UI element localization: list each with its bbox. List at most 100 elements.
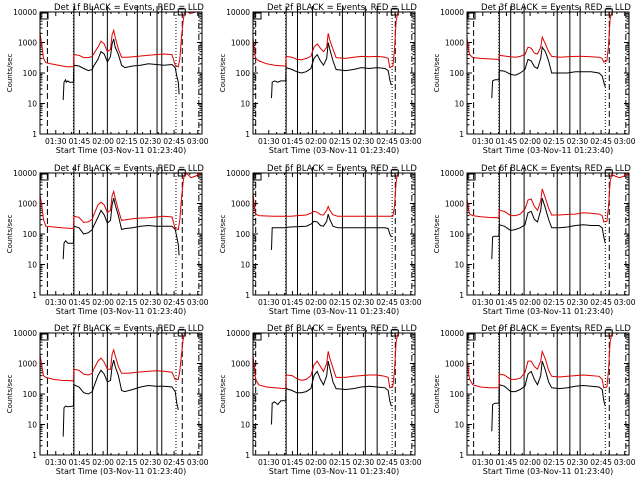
x-tick-label: 02:15 bbox=[116, 298, 138, 307]
series-lld bbox=[467, 333, 615, 389]
y-tick-label: 10 bbox=[454, 100, 464, 109]
y-tick-label: 1 bbox=[459, 291, 464, 300]
x-tick-label: 02:00 bbox=[519, 298, 541, 307]
x-tick-label: 01:30 bbox=[45, 137, 67, 146]
x-tick-label: 01:45 bbox=[496, 458, 518, 467]
detector-panel-5: Det 5f BLACK = Events, RED = LLDCounts/s… bbox=[219, 164, 422, 316]
x-axis-label: Start Time (03-Nov-11 01:23:40) bbox=[483, 307, 613, 316]
x-tick-label: 01:30 bbox=[258, 458, 280, 467]
y-tick-label: 1000 bbox=[231, 39, 250, 48]
plot-frame bbox=[466, 332, 630, 456]
x-tick-label: 03:00 bbox=[614, 137, 636, 146]
y-tick-label: 1 bbox=[245, 130, 250, 139]
plot-frame bbox=[466, 11, 630, 135]
x-tick-label: 02:15 bbox=[116, 458, 138, 467]
x-tick-label: 01:30 bbox=[45, 458, 67, 467]
marker-box bbox=[40, 333, 49, 341]
x-tick-label: 02:00 bbox=[519, 458, 541, 467]
y-tick-label: 100 bbox=[23, 230, 38, 239]
detector-panel-1: Det 1f BLACK = Events, RED = LLD Counts/s… bbox=[6, 3, 209, 155]
y-tick-label: 10 bbox=[27, 261, 37, 270]
x-tick-label: 02:45 bbox=[590, 458, 612, 467]
x-tick-label: 03:00 bbox=[187, 458, 209, 467]
series-events bbox=[491, 197, 606, 260]
x-axis-label: Start Time (03-Nov-11 01:23:40) bbox=[56, 307, 186, 316]
y-tick-label: 10000 bbox=[226, 329, 250, 338]
x-tick-label: 02:30 bbox=[140, 137, 162, 146]
series-events bbox=[491, 360, 606, 432]
x-tick-label: 01:30 bbox=[45, 298, 67, 307]
series-lld bbox=[467, 12, 614, 63]
x-axis-label: Start Time (03-Nov-11 01:23:40) bbox=[483, 146, 613, 155]
y-tick-label: 1000 bbox=[18, 200, 37, 209]
x-tick-label: 02:15 bbox=[543, 137, 565, 146]
x-tick-label: 01:45 bbox=[69, 458, 91, 467]
x-tick-label: 02:45 bbox=[163, 458, 185, 467]
y-tick-label: 100 bbox=[23, 69, 38, 78]
marker-box bbox=[467, 12, 476, 20]
y-axis-label: Counts/sec bbox=[6, 375, 14, 414]
series-events bbox=[491, 45, 606, 99]
x-tick-label: 02:30 bbox=[567, 298, 589, 307]
x-tick-label: 02:00 bbox=[92, 137, 114, 146]
y-tick-label: 10000 bbox=[440, 8, 464, 17]
y-tick-label: 1000 bbox=[18, 360, 37, 369]
plot-frame bbox=[39, 11, 203, 135]
x-tick-label: 02:00 bbox=[92, 298, 114, 307]
plot-frame bbox=[252, 172, 416, 296]
x-tick-label: 03:00 bbox=[614, 458, 636, 467]
plot-frame bbox=[252, 11, 416, 135]
y-tick-label: 1 bbox=[32, 451, 37, 460]
series-events bbox=[62, 38, 180, 101]
x-axis-label: Start Time (03-Nov-11 01:23:40) bbox=[269, 146, 399, 155]
x-tick-label: 02:45 bbox=[163, 298, 185, 307]
y-axis-label: Counts/sec bbox=[433, 215, 441, 254]
x-tick-label: 01:45 bbox=[282, 137, 304, 146]
detector-panel-4: Det 4f BLACK = Events, RED = LLD Counts/s… bbox=[6, 164, 209, 316]
x-axis-label: Start Time (03-Nov-11 01:23:40) bbox=[56, 146, 186, 155]
x-tick-label: 02:45 bbox=[376, 137, 398, 146]
y-axis-label: Counts/sec bbox=[6, 215, 14, 254]
detector-panel-2: Det 2f BLACK = Events, RED = LLDCounts/s… bbox=[219, 3, 422, 155]
marker-box bbox=[253, 12, 262, 20]
x-tick-label: 02:45 bbox=[376, 298, 398, 307]
x-tick-label: 01:30 bbox=[472, 137, 494, 146]
panel-title: Det 4f BLACK = Events, RED = LLD bbox=[54, 164, 204, 174]
x-axis-label: Start Time (03-Nov-11 01:23:40) bbox=[269, 467, 399, 476]
x-tick-label: 02:15 bbox=[329, 137, 351, 146]
y-axis-label: Counts/sec bbox=[433, 375, 441, 414]
x-tick-label: 01:30 bbox=[472, 458, 494, 467]
x-tick-label: 02:30 bbox=[140, 458, 162, 467]
detector-panel-6: Det 6f BLACK = Events, RED = LLD Counts/s… bbox=[433, 164, 636, 316]
y-tick-label: 1 bbox=[32, 291, 37, 300]
detector-panel-3: Det 3f BLACK = Events, RED = LLD Counts/s… bbox=[433, 3, 636, 155]
y-tick-label: 1000 bbox=[445, 39, 464, 48]
x-axis-label: Start Time (03-Nov-11 01:23:40) bbox=[483, 467, 613, 476]
x-tick-label: 01:45 bbox=[496, 298, 518, 307]
x-tick-label: 02:30 bbox=[567, 137, 589, 146]
x-tick-label: 02:15 bbox=[543, 298, 565, 307]
x-axis-label: Start Time (03-Nov-11 01:23:40) bbox=[56, 467, 186, 476]
y-tick-label: 10000 bbox=[226, 169, 250, 178]
y-tick-label: 100 bbox=[450, 230, 465, 239]
series-lld bbox=[253, 333, 401, 390]
x-tick-label: 01:45 bbox=[496, 137, 518, 146]
x-tick-label: 02:00 bbox=[92, 458, 114, 467]
x-tick-label: 03:00 bbox=[400, 298, 422, 307]
y-tick-label: 10000 bbox=[13, 329, 37, 338]
y-tick-label: 10000 bbox=[440, 169, 464, 178]
y-tick-label: 100 bbox=[236, 69, 251, 78]
y-axis-label: Counts/sec bbox=[219, 215, 227, 254]
x-tick-label: 01:45 bbox=[69, 298, 91, 307]
x-tick-label: 02:30 bbox=[353, 458, 375, 467]
x-tick-label: 01:45 bbox=[69, 137, 91, 146]
marker-box bbox=[40, 173, 49, 181]
y-tick-label: 10 bbox=[240, 421, 250, 430]
x-tick-label: 02:30 bbox=[140, 298, 162, 307]
y-tick-label: 1 bbox=[245, 451, 250, 460]
y-tick-label: 10000 bbox=[440, 329, 464, 338]
x-tick-label: 02:45 bbox=[590, 137, 612, 146]
x-tick-label: 01:30 bbox=[258, 298, 280, 307]
series-events bbox=[271, 42, 392, 99]
x-tick-label: 02:45 bbox=[590, 298, 612, 307]
